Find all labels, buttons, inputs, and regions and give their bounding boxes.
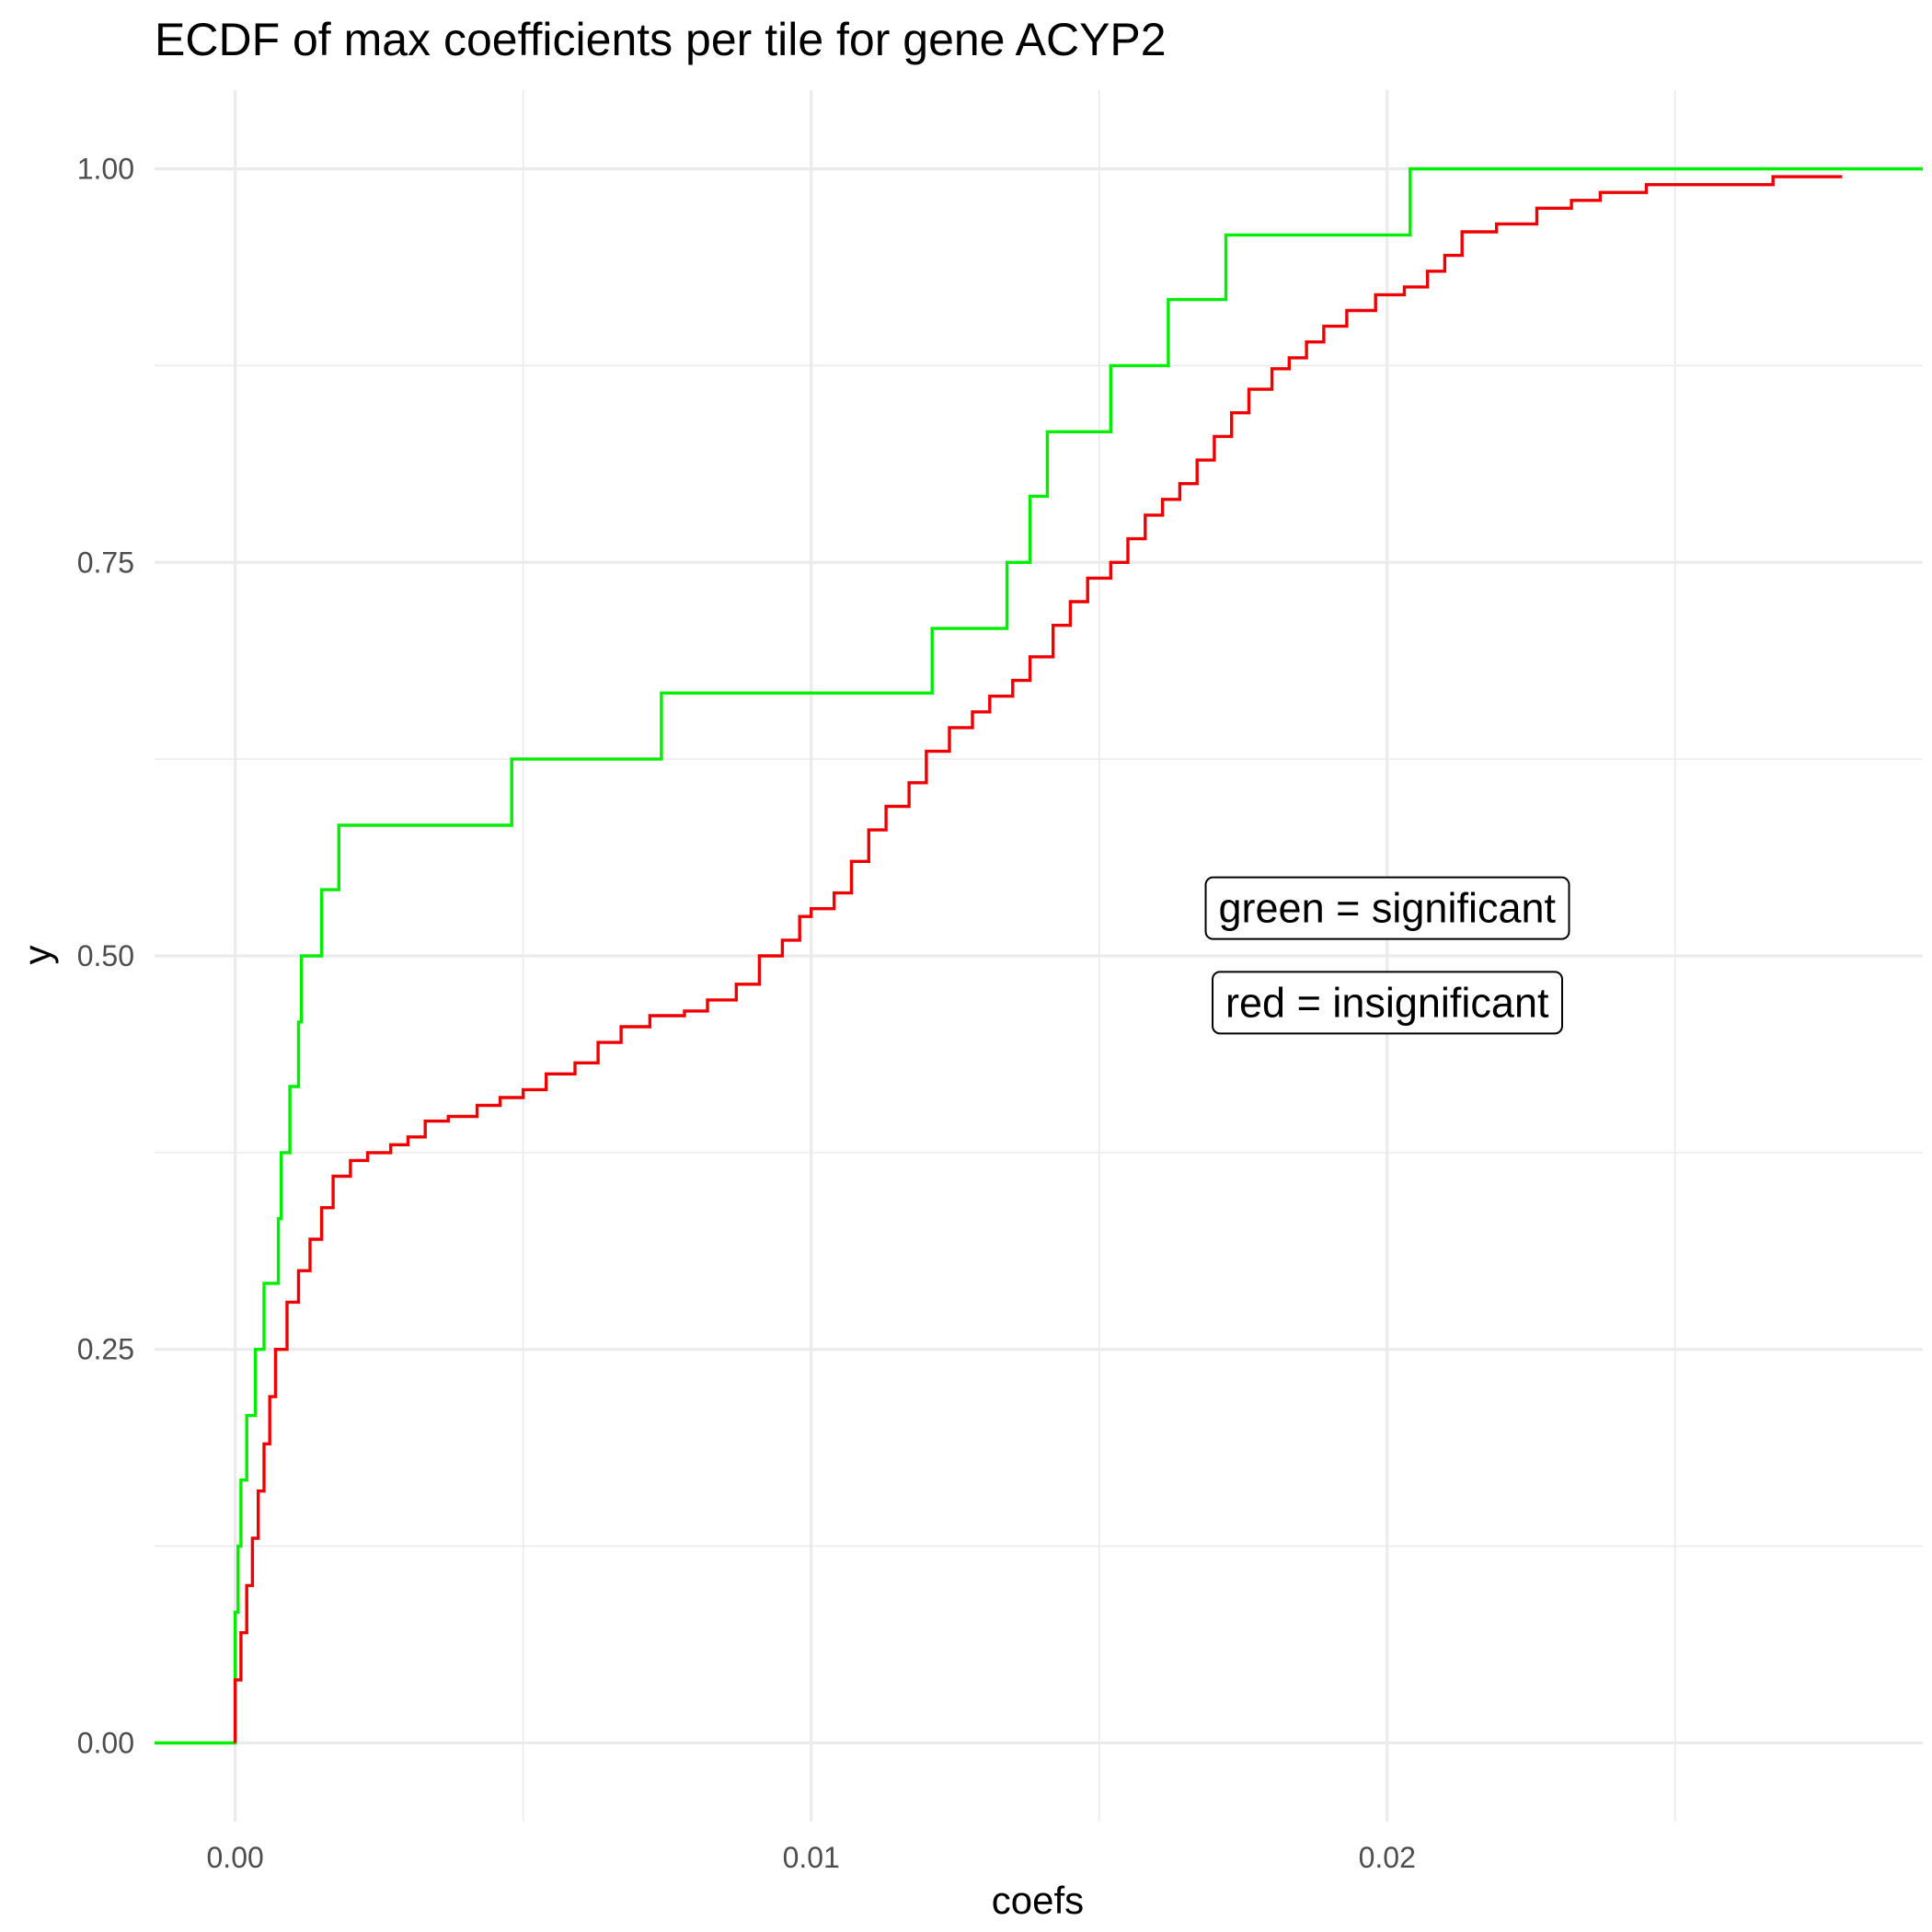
annotation-label: green = significant: [1204, 876, 1570, 940]
y-tick-label: 0.75: [77, 546, 134, 579]
x-tick-label: 0.00: [207, 1841, 264, 1874]
y-tick-label: 0.25: [77, 1333, 134, 1366]
annotation-label: red = insignificant: [1212, 971, 1563, 1035]
y-tick-label: 1.00: [77, 153, 134, 186]
ecdf-series-line-1: [233, 175, 1843, 1743]
tick-labels: 0.00 0.01 0.02 0.00 0.25 0.50 0.75 1.00: [77, 153, 1416, 1874]
y-tick-label: 0.00: [77, 1726, 134, 1759]
x-tick-label: 0.01: [783, 1841, 840, 1874]
annotation-box: [1212, 971, 1563, 1035]
ecdf-series-line-0: [155, 167, 1923, 1745]
annotation-text: green = significant: [1219, 885, 1557, 932]
x-axis-label: coefs: [992, 1879, 1084, 1922]
chart-title: ECDF of max coefficients per tile for ge…: [155, 14, 1167, 65]
annotations: green = significant red = insignificant: [1204, 876, 1570, 1035]
series-lines: [155, 167, 1923, 1745]
y-axis-label: y: [16, 946, 59, 965]
grid-lines: [155, 90, 1923, 1822]
annotation-box: [1204, 876, 1570, 940]
x-tick-label: 0.02: [1359, 1841, 1416, 1874]
y-tick-label: 0.50: [77, 939, 134, 972]
annotation-text: red = insignificant: [1225, 979, 1549, 1026]
